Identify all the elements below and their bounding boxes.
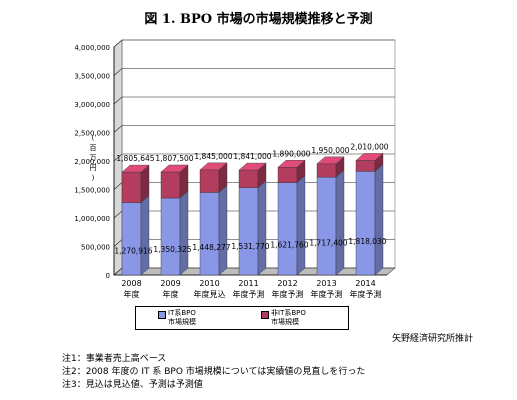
chart-legend: IT系BPO 市場規模 非IT系BPO 市場規模	[135, 306, 349, 330]
x-tick-label: 2009	[160, 279, 180, 288]
y-axis-label: (	[92, 134, 95, 142]
x-tick-label-sub: 年度	[124, 289, 140, 299]
x-tick-label: 2014	[355, 279, 375, 288]
footnote-3: 注3：見込は見込値、予測は予測値	[62, 380, 203, 390]
x-tick-label: 2012	[277, 279, 297, 288]
data-label-total: 1,807,500	[155, 154, 193, 163]
y-tick-label: 2,500,000	[74, 130, 110, 138]
y-tick-label: 1,000,000	[74, 215, 110, 223]
legend-label-nonit: 非IT系BPO	[271, 309, 306, 317]
data-label-it: 1,531,770	[231, 242, 269, 251]
legend-sublabel-it: 市場規模	[168, 318, 196, 326]
y-tick-label: 1,500,000	[74, 187, 110, 195]
y-tick-label: 3,500,000	[74, 73, 110, 81]
bar-nonit-top	[277, 160, 306, 168]
bar-nonit	[121, 171, 142, 203]
gridline	[113, 125, 395, 133]
bar-it	[238, 187, 259, 276]
x-tick-label: 2013	[316, 279, 336, 288]
data-label-total: 1,950,000	[311, 146, 349, 155]
y-axis-label: )	[92, 174, 95, 182]
bar-it	[199, 192, 220, 276]
y-axis-label: 百	[90, 144, 97, 152]
data-label-it: 1,818,030	[348, 237, 386, 246]
y-axis-label: 万	[90, 154, 97, 162]
bar-it-side	[257, 180, 267, 276]
legend-sublabel-nonit: 市場規模	[271, 318, 299, 326]
x-tick-label-sub: 年度見込	[194, 289, 226, 299]
x-tick-label: 2008	[121, 279, 141, 288]
gridline	[113, 39, 395, 48]
bar-it-side	[374, 163, 384, 276]
data-label-it: 1,621,760	[270, 240, 308, 249]
data-label-total: 1,845,000	[194, 152, 232, 161]
data-label-total: 1,841,000	[233, 152, 271, 161]
data-label-total: 2,010,000	[350, 142, 388, 151]
bar-it-side	[296, 175, 306, 276]
x-tick-label-sub: 年度	[163, 289, 179, 299]
bar-it	[277, 182, 298, 276]
data-label-it: 1,270,916	[114, 246, 152, 255]
bar-nonit	[277, 167, 298, 183]
bar-nonit-top	[121, 164, 150, 173]
bar-nonit-top	[199, 162, 228, 171]
bar-it-side	[218, 185, 228, 276]
bar-it	[121, 202, 142, 276]
data-label-it: 1,448,277	[192, 243, 230, 252]
legend-swatch-nonit	[261, 311, 269, 319]
bar-nonit-top	[160, 164, 189, 173]
y-tick-label: 500,000	[81, 244, 110, 252]
y-axis-label: 円	[90, 164, 97, 172]
legend-swatch-it	[158, 311, 166, 319]
bar-nonit-top	[316, 156, 345, 165]
chart-title: 図 1. BPO 市場の市場規模推移と予測	[144, 12, 373, 27]
y-tick-label: 3,000,000	[74, 101, 110, 109]
gridline	[113, 68, 395, 76]
y-tick-label: 2,000,000	[74, 158, 110, 166]
bar-nonit	[199, 169, 220, 193]
gridline	[113, 153, 395, 162]
bar-nonit-top	[238, 162, 267, 171]
bar-nonit-top	[355, 153, 384, 161]
bar-it-side	[179, 190, 189, 276]
y-tick-label: 0	[106, 272, 110, 280]
footnote-2: 注2：2008 年度の IT 系 BPO 市場規模については実績値の見直しを行っ…	[62, 367, 366, 377]
x-tick-label-sub: 年度予測	[272, 289, 304, 299]
data-label-it: 1,350,325	[153, 245, 191, 254]
bar-nonit	[316, 163, 337, 178]
y-tick-label: 4,000,000	[74, 44, 110, 52]
footnotes: 注1：事業者売上高ベース 注2：2008 年度の IT 系 BPO 市場規模につ…	[62, 353, 365, 392]
source-credit: 矢野経済研究所推計	[392, 334, 474, 344]
x-tick-label: 2010	[199, 279, 219, 288]
bar-it	[316, 176, 337, 276]
bar-nonit	[238, 169, 259, 188]
x-tick-label-sub: 年度予測	[233, 289, 265, 299]
x-tick-label: 2011	[238, 279, 258, 288]
x-tick-label-sub: 年度予測	[311, 289, 343, 299]
data-label-total: 1,890,000	[272, 149, 310, 158]
bar-nonit	[355, 160, 376, 172]
data-label-it: 1,717,400	[309, 239, 347, 248]
footnote-1: 注1：事業者売上高ベース	[62, 354, 167, 364]
gridline	[113, 96, 395, 105]
bar-it	[160, 197, 181, 276]
bar-it-side	[140, 195, 150, 276]
bar-it	[355, 171, 376, 276]
data-label-total: 1,805,645	[116, 154, 154, 163]
bar-it-side	[335, 169, 345, 276]
x-tick-label-sub: 年度予測	[350, 289, 382, 299]
bar-nonit	[160, 171, 181, 199]
legend-label-it: IT系BPO	[168, 309, 196, 317]
